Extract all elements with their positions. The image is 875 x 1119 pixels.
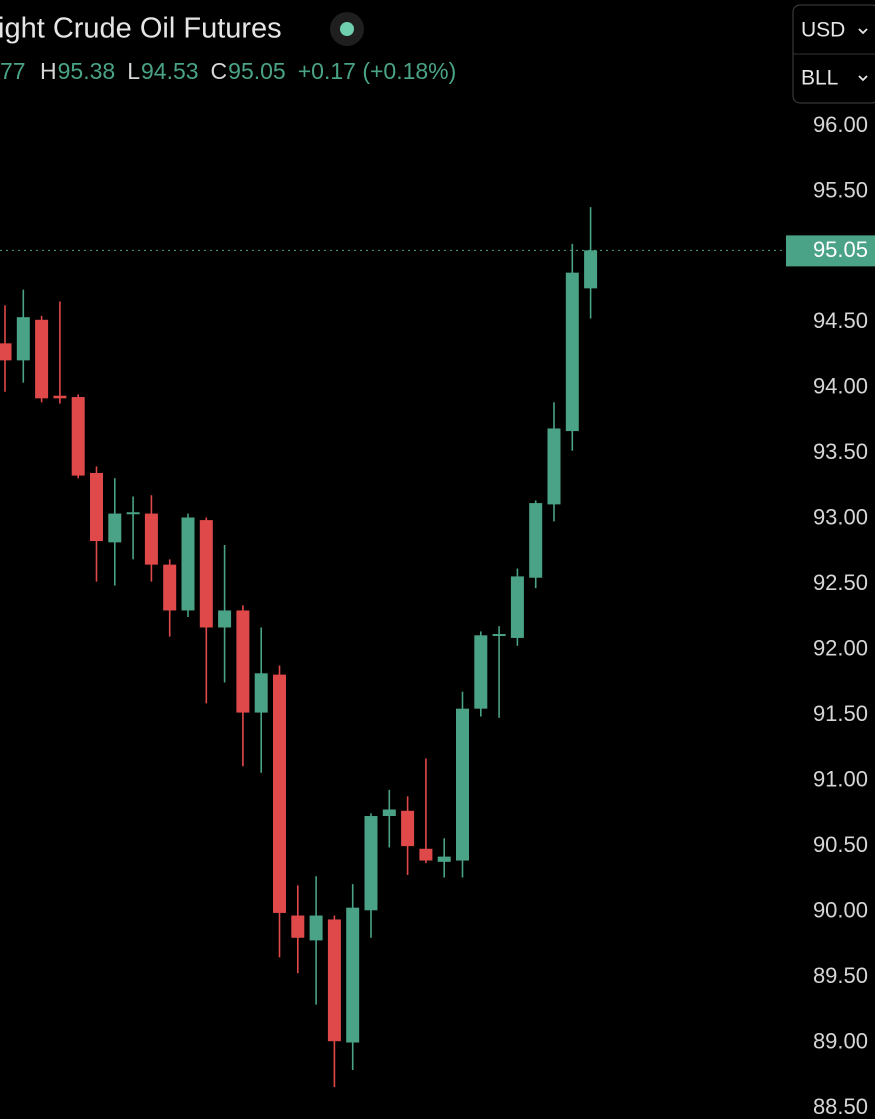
candle-body bbox=[419, 848, 433, 861]
chevron bbox=[858, 75, 868, 82]
candle-body bbox=[218, 610, 232, 628]
candle-body bbox=[382, 809, 396, 817]
ohlc-value: 94.53 bbox=[141, 58, 199, 84]
candle-body bbox=[492, 634, 506, 637]
candle-body bbox=[144, 513, 158, 565]
ohlc-label: H bbox=[40, 58, 57, 84]
candle-body bbox=[401, 810, 415, 847]
candle-body bbox=[254, 673, 268, 713]
candle-body bbox=[327, 919, 341, 1042]
candle-body bbox=[199, 520, 213, 628]
y-tick-label: 90.50 bbox=[813, 832, 868, 857]
last-price-label: 95.05 bbox=[813, 237, 868, 262]
y-tick-label: 95.50 bbox=[813, 177, 868, 202]
y-tick-label: 90.00 bbox=[813, 897, 868, 922]
candle-body bbox=[181, 517, 195, 611]
ohlc-value: 95.05 bbox=[228, 58, 286, 84]
open-value: 77 bbox=[0, 58, 26, 84]
status-dot bbox=[340, 22, 354, 36]
last-price-badge bbox=[786, 235, 875, 267]
candle-body bbox=[163, 564, 177, 611]
change-value: +0.17 (+0.18%) bbox=[298, 58, 457, 84]
candle-body bbox=[309, 915, 323, 941]
candle-body bbox=[565, 272, 579, 432]
candle-body bbox=[90, 472, 103, 542]
y-tick-label: 91.50 bbox=[813, 701, 868, 726]
candle-body bbox=[510, 576, 524, 638]
unit-button[interactable]: BLL bbox=[801, 67, 838, 90]
candle-body bbox=[547, 428, 561, 505]
candle-body bbox=[584, 250, 598, 289]
y-tick-label: 94.50 bbox=[813, 308, 868, 333]
candle-body bbox=[291, 915, 305, 938]
candle-body bbox=[71, 397, 85, 476]
y-tick-label: 89.50 bbox=[813, 963, 868, 988]
currency-button[interactable]: USD bbox=[801, 19, 845, 42]
candle-body bbox=[474, 635, 488, 709]
candle-body bbox=[346, 907, 360, 1043]
candle-body bbox=[53, 395, 67, 399]
candle-body bbox=[0, 343, 12, 361]
candle-body bbox=[16, 317, 30, 361]
candle-body bbox=[236, 610, 250, 713]
candle-body bbox=[529, 503, 543, 578]
y-tick-label: 91.00 bbox=[813, 766, 868, 791]
candle-body bbox=[126, 512, 140, 515]
y-tick-label: 93.50 bbox=[813, 439, 868, 464]
candle-body bbox=[364, 816, 378, 911]
ohlc-row: H 95.38 L 94.53 C 95.05 +0.17 (+0.18%) bbox=[40, 58, 456, 84]
candle-body bbox=[437, 856, 451, 862]
candle-body bbox=[108, 513, 122, 543]
ohlc-label: C bbox=[211, 58, 228, 84]
y-tick-label: 89.00 bbox=[813, 1028, 868, 1053]
y-tick-label: 93.00 bbox=[813, 505, 868, 530]
ohlc-value: 95.38 bbox=[58, 58, 116, 84]
y-tick-label: 88.50 bbox=[813, 1094, 868, 1119]
y-tick-label: 96.00 bbox=[813, 112, 868, 137]
candle-body bbox=[456, 708, 469, 861]
ohlc-label: L bbox=[127, 58, 140, 84]
candle-body bbox=[35, 319, 49, 399]
y-tick-label: 92.50 bbox=[813, 570, 868, 595]
instrument-title: ight Crude Oil Futures bbox=[0, 13, 282, 45]
chevron bbox=[858, 28, 868, 35]
y-tick-label: 94.00 bbox=[813, 374, 868, 399]
candle-body bbox=[273, 674, 286, 913]
y-tick-label: 92.00 bbox=[813, 636, 868, 661]
